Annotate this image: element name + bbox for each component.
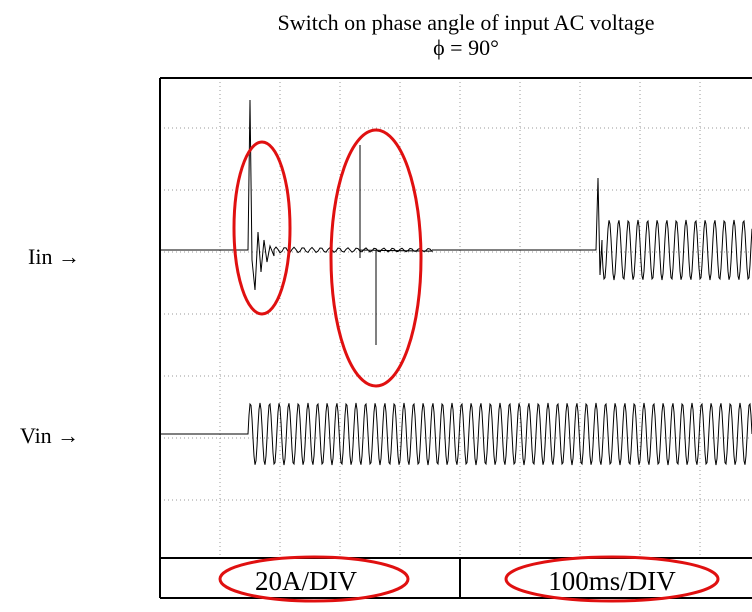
time-scale: 100ms/DIV: [548, 566, 676, 596]
figure: Switch on phase angle of input AC voltag…: [0, 0, 752, 612]
iin-waveform: [160, 100, 752, 345]
subtitle: ϕ = 90°: [433, 35, 499, 60]
current-scale: 20A/DIV: [255, 566, 357, 596]
iin-label: Iin →: [28, 244, 80, 269]
vin-waveform: [160, 403, 752, 465]
title: Switch on phase angle of input AC voltag…: [278, 10, 655, 35]
highlight: [234, 142, 290, 314]
vin-label: Vin →: [20, 423, 79, 448]
